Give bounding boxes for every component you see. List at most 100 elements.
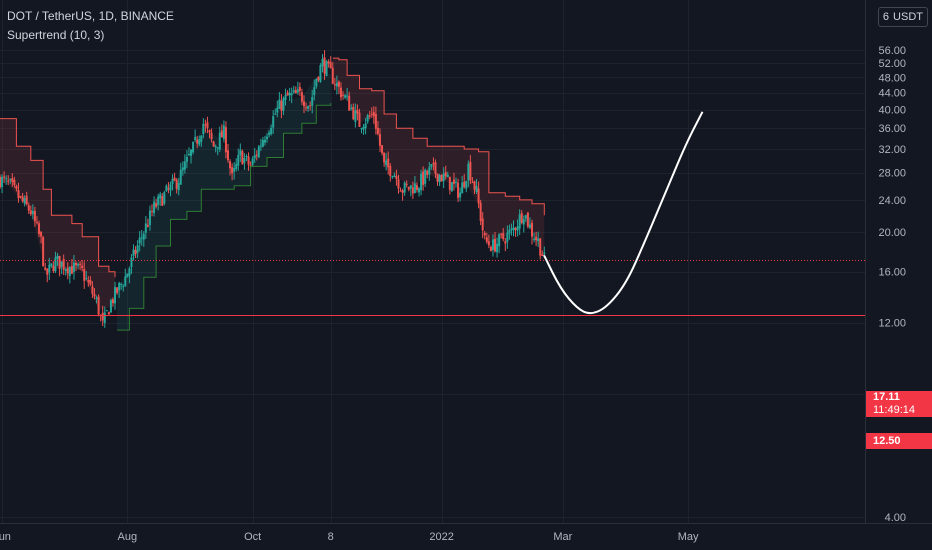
price-tick-label: 28.00 bbox=[878, 168, 906, 180]
candle-body bbox=[280, 100, 283, 111]
candle-body bbox=[432, 163, 435, 165]
candle-body bbox=[224, 127, 227, 153]
candle-body bbox=[442, 173, 445, 182]
candle-body bbox=[173, 177, 176, 181]
candle-body bbox=[171, 178, 174, 184]
candle-body bbox=[298, 87, 301, 91]
candle-body bbox=[266, 136, 269, 140]
price-tick-label: 56.00 bbox=[878, 45, 906, 57]
candle-body bbox=[461, 182, 464, 194]
candle-body bbox=[33, 210, 36, 222]
candle-body bbox=[356, 109, 359, 114]
candle-body bbox=[5, 178, 8, 180]
candle-body bbox=[485, 237, 488, 242]
candle-body bbox=[370, 113, 373, 115]
candle-body bbox=[85, 278, 88, 280]
candle-body bbox=[415, 185, 418, 190]
candle-body bbox=[528, 224, 531, 228]
candle-body bbox=[533, 238, 536, 240]
candle-body bbox=[128, 268, 131, 276]
candle-body bbox=[255, 154, 258, 156]
candle-body bbox=[537, 238, 540, 242]
candle-body bbox=[83, 268, 86, 281]
indicator-legend[interactable]: Supertrend (10, 3) bbox=[7, 28, 105, 42]
candle-body bbox=[502, 233, 505, 240]
candle-body bbox=[179, 169, 182, 185]
supertrend-up-line bbox=[117, 103, 332, 331]
candle-body bbox=[430, 164, 433, 168]
candle-body bbox=[329, 62, 332, 69]
candle-body bbox=[231, 167, 234, 174]
candle-body bbox=[64, 269, 67, 271]
candle-body bbox=[27, 205, 30, 211]
candle-body bbox=[463, 181, 466, 188]
price-tick-label: 32.00 bbox=[878, 144, 906, 156]
candle-body bbox=[346, 95, 349, 97]
candle-body bbox=[52, 266, 55, 272]
candle-body bbox=[227, 150, 229, 161]
supertrend-down-1-fill bbox=[0, 118, 115, 310]
candle-body bbox=[457, 182, 460, 198]
candle-body bbox=[305, 107, 308, 109]
candle-body bbox=[15, 185, 18, 189]
candle-body bbox=[151, 210, 153, 212]
candle-body bbox=[157, 196, 160, 205]
candle-body bbox=[313, 87, 316, 96]
candle-body bbox=[477, 188, 480, 204]
last-price-tag: 17.11 11:49:14 bbox=[866, 391, 932, 417]
candle-body bbox=[3, 176, 6, 178]
candle-body bbox=[233, 167, 236, 172]
candle-body bbox=[317, 77, 320, 81]
candle-body bbox=[140, 237, 143, 239]
candle-body bbox=[393, 175, 396, 178]
candle-body bbox=[126, 273, 129, 278]
candle-body bbox=[146, 224, 149, 227]
candle-body bbox=[500, 233, 503, 235]
candle-body bbox=[422, 171, 425, 185]
candle-body bbox=[543, 252, 546, 254]
supertrend-up-fill bbox=[117, 73, 331, 331]
candle-body bbox=[436, 173, 439, 182]
candle-body bbox=[259, 145, 262, 147]
candle-body bbox=[321, 59, 324, 67]
candle-body bbox=[89, 279, 92, 285]
price-tick-label: 40.00 bbox=[878, 105, 906, 117]
supertrend-down-2-line bbox=[332, 57, 545, 216]
candle-body bbox=[323, 57, 326, 74]
candle-body bbox=[498, 234, 501, 247]
currency-selector[interactable]: 6 USDT bbox=[877, 7, 928, 27]
candle-body bbox=[450, 182, 453, 192]
horizontal-levels bbox=[0, 260, 865, 316]
candle-body bbox=[496, 243, 499, 253]
candle-body bbox=[79, 263, 82, 265]
candle-body bbox=[483, 232, 486, 236]
candle-body bbox=[518, 214, 521, 229]
candle-body bbox=[124, 276, 127, 287]
candle-body bbox=[481, 218, 484, 231]
candle-body bbox=[391, 176, 394, 178]
supertrend-lines bbox=[0, 57, 545, 331]
candle-body bbox=[101, 312, 104, 321]
candle-body bbox=[261, 140, 264, 147]
symbol-title[interactable]: DOT / TetherUS, 1D, BINANCE bbox=[7, 9, 174, 23]
candle-body bbox=[385, 160, 388, 165]
candle-body bbox=[420, 173, 423, 191]
time-tick-label: 8 bbox=[328, 531, 334, 543]
candle-body bbox=[167, 188, 170, 190]
candle-body bbox=[23, 198, 26, 204]
price-tick-label: 36.00 bbox=[878, 123, 906, 135]
candle-body bbox=[469, 161, 472, 181]
candle-body bbox=[395, 175, 398, 180]
candle-body bbox=[196, 139, 199, 144]
candle-body bbox=[251, 158, 254, 165]
candle-body bbox=[508, 229, 511, 234]
candlestick-series bbox=[0, 50, 546, 328]
candle-body bbox=[19, 196, 22, 198]
candle-body bbox=[56, 255, 59, 259]
price-tick-label: 48.00 bbox=[878, 72, 906, 84]
candle-body bbox=[516, 226, 519, 231]
candle-body bbox=[387, 158, 390, 168]
candle-body bbox=[541, 254, 544, 256]
candle-body bbox=[381, 145, 384, 153]
